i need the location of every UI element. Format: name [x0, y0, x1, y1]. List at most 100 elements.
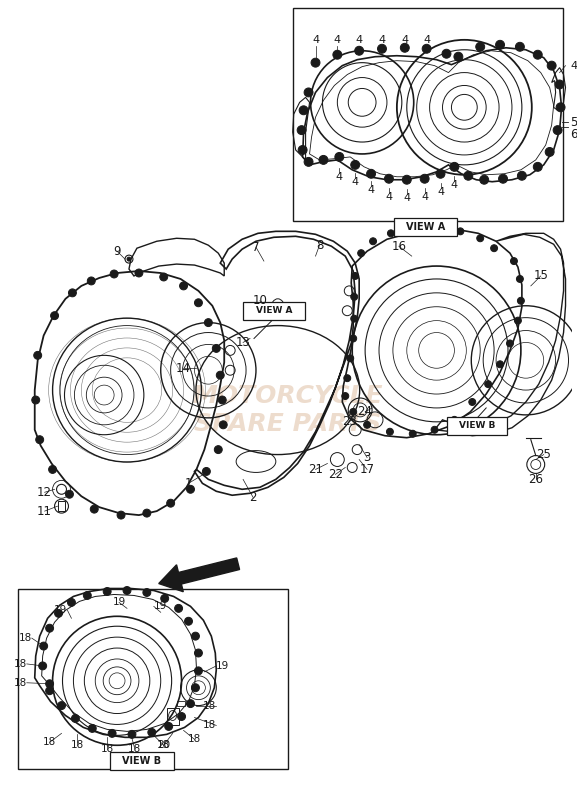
Circle shape — [457, 228, 464, 235]
Circle shape — [511, 258, 518, 265]
Circle shape — [32, 396, 40, 404]
Circle shape — [128, 730, 136, 738]
Circle shape — [451, 416, 458, 423]
Circle shape — [194, 298, 203, 306]
Circle shape — [545, 147, 554, 157]
Bar — [293, 8, 563, 222]
Circle shape — [143, 589, 151, 597]
Circle shape — [533, 50, 542, 59]
Circle shape — [90, 505, 98, 513]
Text: 16: 16 — [391, 240, 406, 253]
Circle shape — [436, 170, 445, 178]
Circle shape — [420, 174, 429, 183]
Circle shape — [192, 632, 200, 640]
Circle shape — [175, 604, 182, 612]
Circle shape — [476, 42, 485, 51]
FancyBboxPatch shape — [243, 302, 305, 320]
Circle shape — [40, 642, 48, 650]
Text: 18: 18 — [203, 721, 216, 730]
Text: 7: 7 — [252, 241, 260, 254]
Text: 3: 3 — [364, 451, 371, 464]
Circle shape — [342, 393, 349, 399]
Circle shape — [65, 490, 73, 498]
Circle shape — [186, 486, 194, 494]
Circle shape — [204, 318, 212, 326]
Circle shape — [469, 398, 476, 406]
Text: 17: 17 — [359, 463, 374, 476]
Circle shape — [194, 649, 203, 657]
Circle shape — [442, 50, 451, 58]
Bar — [177, 701, 185, 706]
Circle shape — [219, 421, 227, 429]
Circle shape — [518, 171, 526, 180]
Circle shape — [411, 226, 418, 233]
Circle shape — [553, 126, 562, 134]
Circle shape — [135, 269, 143, 277]
Text: 24: 24 — [358, 406, 373, 418]
Text: 18: 18 — [71, 740, 84, 750]
Circle shape — [350, 335, 357, 342]
Circle shape — [464, 171, 473, 180]
Circle shape — [46, 680, 54, 688]
Circle shape — [547, 61, 556, 70]
Circle shape — [212, 345, 220, 352]
Circle shape — [347, 355, 354, 362]
Circle shape — [46, 624, 54, 632]
Text: 10: 10 — [253, 294, 267, 307]
Text: 4: 4 — [451, 180, 458, 190]
Circle shape — [55, 610, 62, 618]
Circle shape — [203, 467, 211, 475]
Circle shape — [186, 700, 194, 707]
Text: 18: 18 — [13, 659, 27, 669]
Circle shape — [160, 273, 168, 281]
Text: 22: 22 — [328, 468, 343, 481]
FancyBboxPatch shape — [448, 417, 507, 434]
Circle shape — [214, 446, 222, 454]
Circle shape — [36, 436, 44, 444]
Text: 4: 4 — [379, 35, 385, 45]
Circle shape — [51, 312, 58, 320]
Text: 8: 8 — [316, 238, 323, 252]
Text: 18: 18 — [128, 744, 141, 754]
Circle shape — [304, 88, 313, 97]
Circle shape — [88, 725, 96, 732]
Text: 5: 5 — [571, 116, 577, 129]
Circle shape — [167, 499, 175, 507]
Text: 4: 4 — [336, 172, 343, 182]
Circle shape — [556, 103, 565, 112]
Text: 9: 9 — [113, 245, 121, 258]
Text: 21: 21 — [308, 463, 323, 476]
Text: 18: 18 — [157, 740, 170, 750]
Circle shape — [409, 430, 416, 438]
Bar — [18, 589, 288, 769]
Text: 20: 20 — [157, 740, 170, 750]
Text: 19: 19 — [113, 598, 126, 607]
Circle shape — [164, 722, 173, 730]
Text: 26: 26 — [529, 473, 544, 486]
Text: 25: 25 — [536, 448, 551, 461]
Circle shape — [335, 153, 344, 162]
Circle shape — [110, 270, 118, 278]
Circle shape — [370, 238, 377, 245]
Circle shape — [364, 422, 370, 428]
FancyArrow shape — [159, 558, 239, 592]
Circle shape — [350, 409, 357, 415]
Text: 4: 4 — [334, 35, 341, 45]
Circle shape — [192, 684, 200, 692]
Circle shape — [39, 662, 47, 670]
Text: 4: 4 — [403, 193, 410, 202]
Circle shape — [352, 273, 359, 279]
Circle shape — [298, 146, 307, 154]
Circle shape — [431, 426, 438, 434]
Circle shape — [218, 396, 226, 404]
Circle shape — [366, 170, 376, 178]
Bar — [58, 502, 65, 511]
Circle shape — [72, 714, 80, 722]
Text: 18: 18 — [13, 678, 27, 688]
Circle shape — [400, 43, 409, 52]
Text: 4: 4 — [423, 35, 430, 45]
Circle shape — [387, 428, 394, 435]
Circle shape — [58, 702, 65, 710]
Text: MOTORCYCLE
SPARE PARTS: MOTORCYCLE SPARE PARTS — [192, 384, 383, 436]
Text: 4: 4 — [312, 35, 319, 45]
